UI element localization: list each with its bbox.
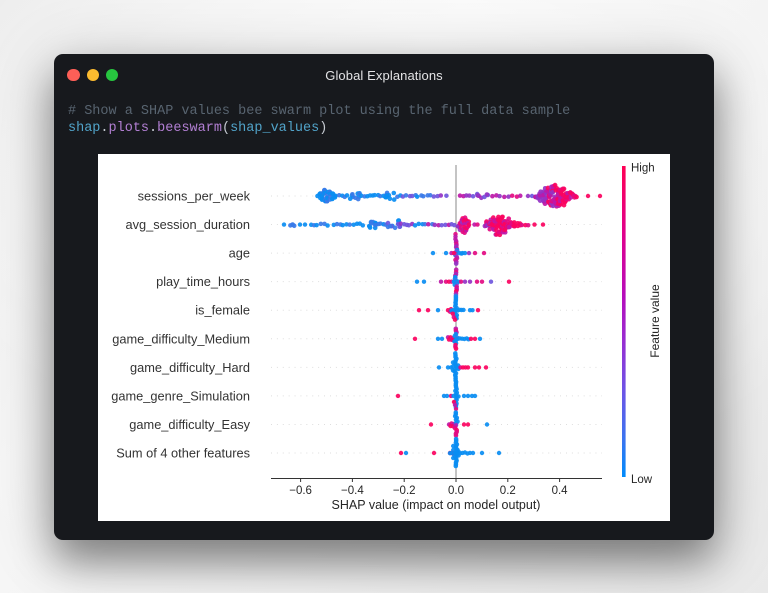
svg-text:sessions_per_week: sessions_per_week (138, 189, 251, 204)
svg-text:play_time_hours: play_time_hours (156, 274, 250, 289)
svg-text:Low: Low (631, 474, 653, 486)
svg-text:SHAP value (impact on model ou: SHAP value (impact on model output) (332, 498, 541, 512)
svg-text:−0.2: −0.2 (393, 485, 416, 497)
svg-text:0.2: 0.2 (500, 485, 516, 497)
svg-text:−0.6: −0.6 (289, 485, 312, 497)
svg-text:avg_session_duration: avg_session_duration (125, 217, 250, 232)
svg-text:0.4: 0.4 (552, 485, 569, 497)
svg-text:Sum of 4 other features: Sum of 4 other features (116, 446, 250, 461)
svg-text:game_difficulty_Easy: game_difficulty_Easy (129, 417, 250, 432)
svg-text:game_genre_Simulation: game_genre_Simulation (111, 388, 250, 403)
svg-text:0.0: 0.0 (448, 485, 464, 497)
svg-text:−0.4: −0.4 (341, 485, 364, 497)
svg-text:age: age (229, 246, 250, 261)
svg-text:game_difficulty_Hard: game_difficulty_Hard (130, 360, 250, 375)
svg-text:Feature value: Feature value (648, 284, 662, 358)
svg-text:game_difficulty_Medium: game_difficulty_Medium (112, 331, 250, 346)
svg-text:is_female: is_female (195, 303, 250, 318)
svg-text:High: High (631, 163, 655, 175)
